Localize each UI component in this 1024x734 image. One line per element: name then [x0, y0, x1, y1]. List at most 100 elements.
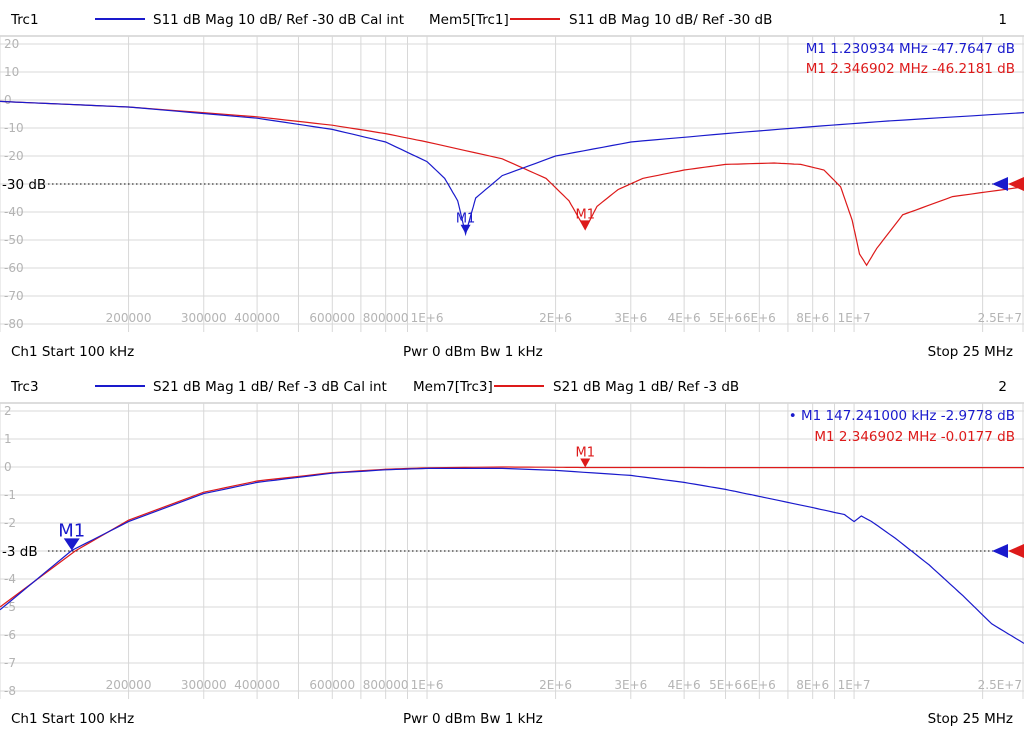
x-tick-label: 800000: [363, 678, 409, 692]
y-tick-label: -1: [4, 488, 16, 502]
trace-name-trc3[interactable]: Trc3: [10, 379, 39, 395]
y-tick-label: 10: [4, 65, 19, 79]
footer-power-bandwidth[interactable]: Pwr 0 dBm Bw 1 kHz: [403, 711, 543, 727]
reference-arrow-memory[interactable]: [1008, 544, 1024, 558]
x-tick-label: 300000: [181, 678, 227, 692]
x-tick-label: 1E+7: [838, 678, 871, 692]
x-tick-label: 400000: [234, 311, 280, 325]
series-line: [0, 466, 1024, 608]
marker-readout-trace: • M1 147.241000 kHz -2.9778 dB: [789, 408, 1015, 424]
series-group: [0, 466, 1024, 644]
x-tick-label: 600000: [309, 311, 355, 325]
footer-start[interactable]: Ch1 Start 100 kHz: [11, 711, 134, 727]
reference-arrow-trace[interactable]: [992, 177, 1008, 191]
marker-label: M1: [456, 212, 476, 227]
footer-stop[interactable]: Stop 25 MHz: [928, 711, 1013, 727]
y-tick-labels: 2 1 0 -1 -2 -4 -5 -6 -7 -8: [4, 404, 16, 698]
marker-triangle[interactable]: [460, 224, 471, 234]
x-tick-label: 4E+6: [668, 678, 701, 692]
memory-description[interactable]: S21 dB Mag 1 dB/ Ref -3 dB: [553, 379, 739, 395]
y-tick-label: -60: [4, 261, 24, 275]
marker-triangle[interactable]: [580, 220, 591, 230]
reference-arrow-memory[interactable]: [1008, 177, 1024, 191]
x-tick-label: 3E+6: [614, 311, 647, 325]
channel-1-header: Trc1 S11 dB Mag 10 dB/ Ref -30 dB Cal in…: [10, 12, 1007, 28]
x-tick-label: 2.5E+7: [978, 678, 1022, 692]
y-tick-label: -80: [4, 317, 24, 331]
x-tick-label: 1E+6: [411, 311, 444, 325]
y-tick-label: -4: [4, 572, 16, 586]
x-tick-label: 5E+6: [709, 678, 742, 692]
series-line: [0, 100, 1024, 267]
x-tick-label: 2E+6: [539, 311, 572, 325]
reference-level-label: -30 dB: [2, 177, 46, 193]
y-tick-label: 2: [4, 404, 12, 418]
reference-arrows[interactable]: [992, 177, 1024, 191]
x-tick-label: 400000: [234, 678, 280, 692]
marker-label: M1: [575, 207, 595, 222]
s21-plot-area[interactable]: 200000 300000 400000 600000 800000 1E+6 2E+6 3E…: [0, 402, 1024, 699]
reference-arrow-trace[interactable]: [992, 544, 1008, 558]
channel-1-footer: Ch1 Start 100 kHz Pwr 0 dBm Bw 1 kHz Sto…: [11, 344, 1013, 360]
y-tick-label: 0: [4, 460, 12, 474]
footer-power-bandwidth[interactable]: Pwr 0 dBm Bw 1 kHz: [403, 344, 543, 360]
y-tick-labels: 20 10 0 -10 -20 -40 -50 -60 -70 -80: [4, 37, 24, 331]
marker-readout-memory: M1 2.346902 MHz -0.0177 dB: [814, 429, 1015, 445]
x-tick-label: 1E+6: [411, 678, 444, 692]
marker-triangle[interactable]: [580, 458, 591, 468]
channel-2-header: Trc3 S21 dB Mag 1 dB/ Ref -3 dB Cal int …: [10, 379, 1007, 395]
window-number: 1: [998, 12, 1007, 28]
x-tick-label: 600000: [309, 678, 355, 692]
x-tick-label: 2E+6: [539, 678, 572, 692]
y-tick-label: -20: [4, 149, 24, 163]
memory-name[interactable]: Mem5[Trc1]: [429, 12, 509, 28]
x-tick-label: 2.5E+7: [978, 311, 1022, 325]
x-tick-label: 300000: [181, 311, 227, 325]
grid: [0, 403, 1024, 699]
trace-description[interactable]: S21 dB Mag 1 dB/ Ref -3 dB Cal int: [153, 379, 387, 395]
x-tick-label: 200000: [106, 311, 152, 325]
markers: M1 M1: [58, 445, 595, 551]
s11-plot-area[interactable]: 200000 300000 400000 600000 800000 1E+6 2E+6 3E…: [0, 35, 1024, 332]
marker-label: M1: [58, 520, 85, 541]
y-tick-label: 20: [4, 37, 19, 51]
series-line: [0, 467, 1024, 644]
window-number: 2: [998, 379, 1007, 395]
y-tick-label: -10: [4, 121, 24, 135]
channel-2-footer: Ch1 Start 100 kHz Pwr 0 dBm Bw 1 kHz Sto…: [11, 711, 1013, 727]
y-tick-label: -5: [4, 600, 16, 614]
markers: M1 M1: [456, 207, 595, 234]
x-tick-label: 8E+6: [796, 311, 829, 325]
y-tick-label: -7: [4, 656, 16, 670]
y-tick-label: -8: [4, 684, 16, 698]
reference-level-label: -3 dB: [2, 544, 38, 560]
x-tick-label: 800000: [363, 311, 409, 325]
trace-name-trc1[interactable]: Trc1: [10, 12, 39, 28]
x-tick-label: 6E+6: [743, 678, 776, 692]
trace-description[interactable]: S11 dB Mag 10 dB/ Ref -30 dB Cal int: [153, 12, 404, 28]
x-tick-label: 3E+6: [614, 678, 647, 692]
x-tick-label: 8E+6: [796, 678, 829, 692]
y-tick-label: -70: [4, 289, 24, 303]
x-tick-label: 6E+6: [743, 311, 776, 325]
marker-readout-panel: • M1 147.241000 kHz -2.9778 dB M1 2.3469…: [789, 408, 1015, 445]
x-tick-labels: 200000 300000 400000 600000 800000 1E+6 2E+6 3E…: [106, 678, 1022, 692]
series-group: [0, 100, 1024, 267]
x-tick-label: 5E+6: [709, 311, 742, 325]
x-tick-labels: 200000 300000 400000 600000 800000 1E+6 2E+6 3E…: [106, 311, 1022, 325]
y-tick-label: -50: [4, 233, 24, 247]
marker-readout-memory: M1 2.346902 MHz -46.2181 dB: [806, 61, 1015, 77]
footer-stop[interactable]: Stop 25 MHz: [928, 344, 1013, 360]
footer-start[interactable]: Ch1 Start 100 kHz: [11, 344, 134, 360]
series-line: [0, 100, 1024, 237]
marker-triangle[interactable]: [63, 538, 80, 551]
y-tick-label: 0: [4, 93, 12, 107]
y-tick-label: -6: [4, 628, 16, 642]
memory-description[interactable]: S11 dB Mag 10 dB/ Ref -30 dB: [569, 12, 772, 28]
reference-arrows[interactable]: [992, 544, 1024, 558]
y-tick-label: 1: [4, 432, 12, 446]
x-tick-label: 1E+7: [838, 311, 871, 325]
y-tick-label: -40: [4, 205, 24, 219]
memory-name[interactable]: Mem7[Trc3]: [413, 379, 493, 395]
